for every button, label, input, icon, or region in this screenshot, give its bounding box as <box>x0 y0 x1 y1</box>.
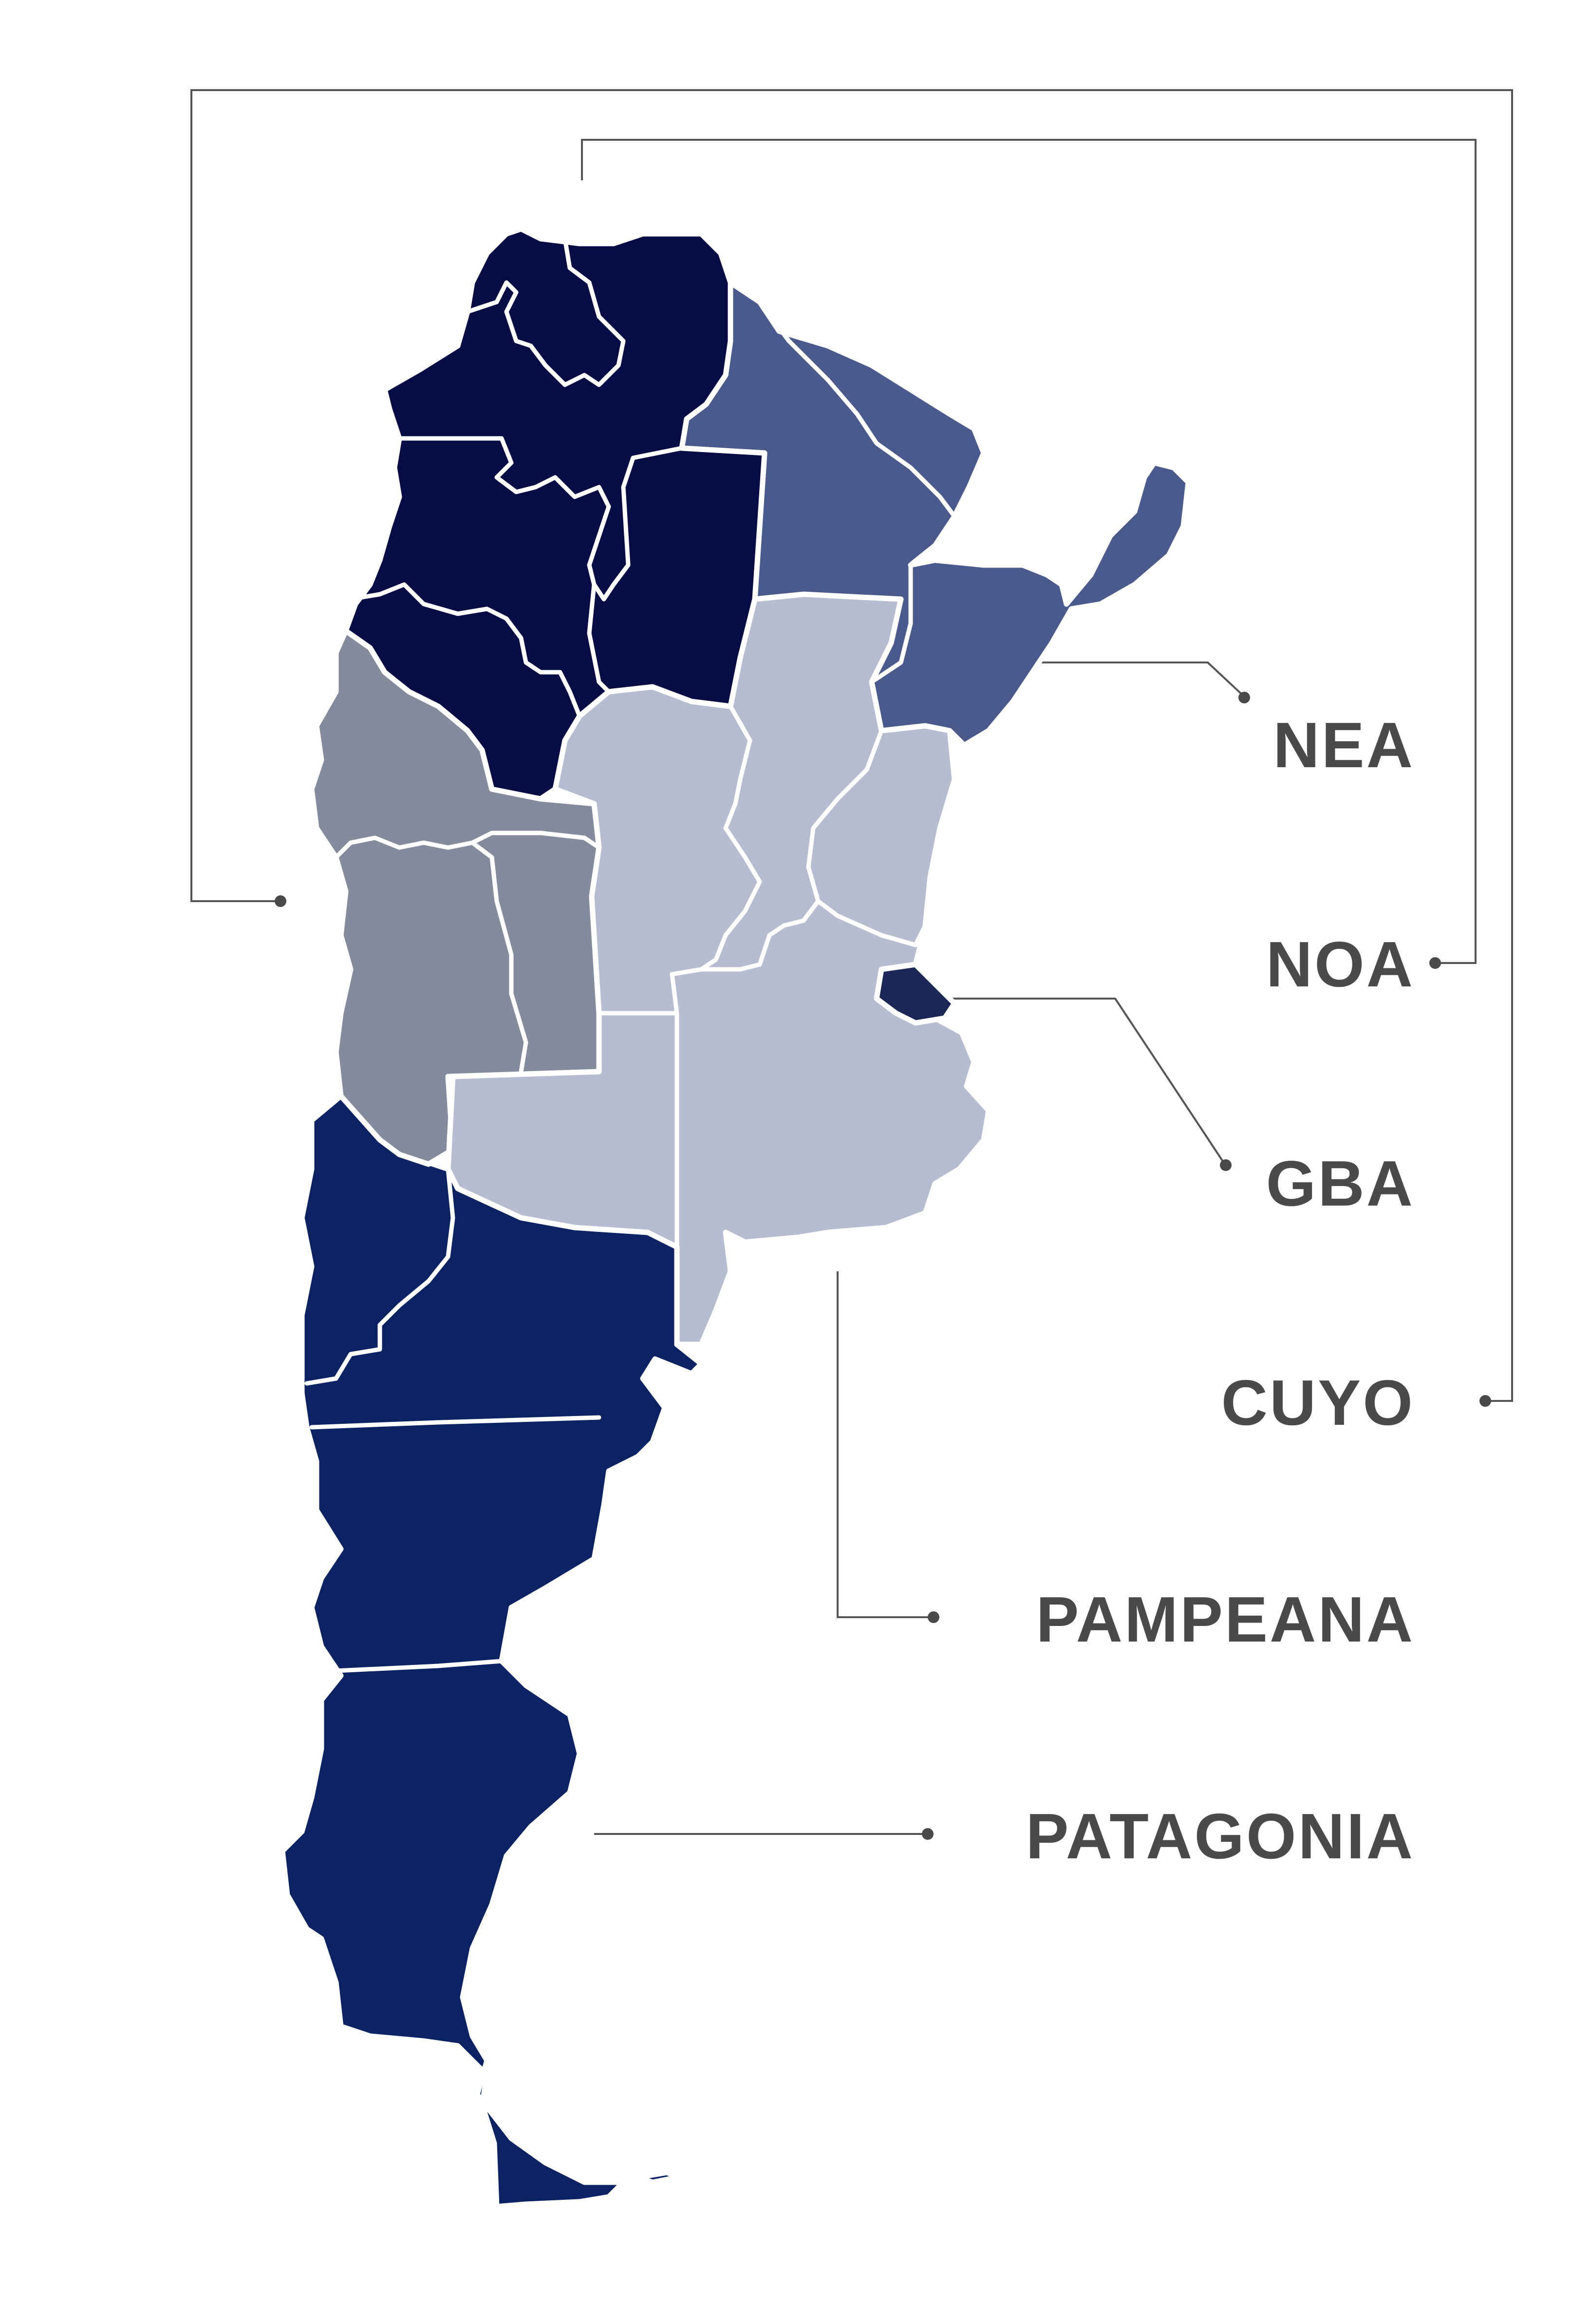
dot-nea <box>1238 692 1250 703</box>
leader-line-cuyo <box>190 89 1513 1402</box>
leader-dots <box>275 692 1491 1840</box>
regions <box>280 226 1191 2210</box>
province-borders <box>304 236 957 1673</box>
label-noa: NOA <box>1266 928 1415 1000</box>
leader-line-nea <box>993 661 1245 698</box>
region-patagonia-island <box>635 2170 680 2185</box>
leader-line-gba <box>950 998 1226 1165</box>
leader-line-noa <box>581 139 1477 964</box>
region-gba <box>874 962 957 1026</box>
label-cuyo: CUYO <box>1221 1367 1415 1438</box>
dot-patagonia <box>922 1828 934 1840</box>
region-labels: NEA NOA GBA CUYO PAMPEANA PATAGONIA <box>1026 709 1415 1872</box>
dot-cuyo <box>1479 1395 1491 1407</box>
dot-cuyo-map <box>275 895 286 907</box>
label-gba: GBA <box>1266 1148 1415 1219</box>
leader-line-pampeana <box>837 1271 933 1618</box>
dot-noa <box>1429 957 1441 969</box>
label-patagonia: PATAGONIA <box>1026 1800 1415 1872</box>
region-patagonia <box>280 1093 704 2210</box>
dot-gba <box>1220 1159 1232 1171</box>
label-nea: NEA <box>1273 709 1415 781</box>
label-pampeana: PAMPEANA <box>1036 1584 1415 1655</box>
region-nea <box>679 280 1191 748</box>
dot-pampeana <box>928 1611 939 1623</box>
leader-lines <box>190 89 1513 1835</box>
